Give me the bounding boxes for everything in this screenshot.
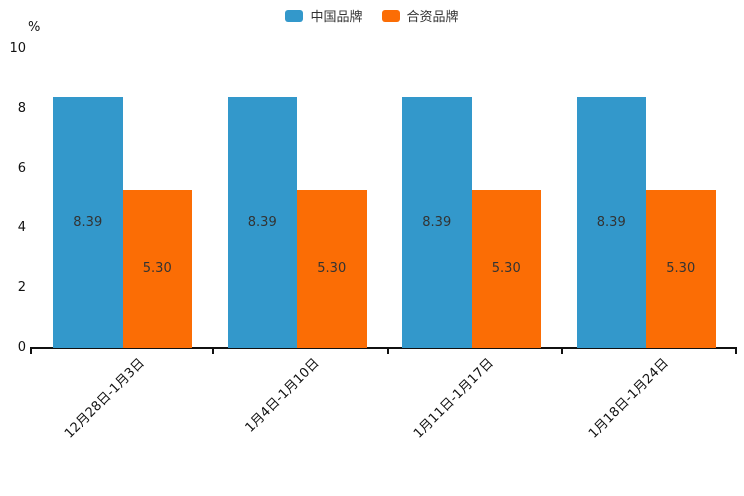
x-axis-tick-mark: [212, 349, 214, 354]
x-axis-tick-mark: [561, 349, 563, 354]
y-axis-tick-label: 8: [17, 100, 26, 116]
x-axis-label-text: 12月28日-1月3日: [62, 355, 148, 442]
legend: 中国品牌 合资品牌: [0, 6, 744, 25]
bar-series-2-group-3[interactable]: 5.30: [471, 189, 541, 348]
bar-value-label: 5.30: [666, 261, 696, 277]
bar-series-1-group-4[interactable]: 8.39: [576, 97, 646, 348]
bar-value-label: 5.30: [142, 261, 172, 277]
bar-series-1-group-2[interactable]: 8.39: [227, 97, 297, 348]
y-axis-unit-label: %: [28, 20, 41, 35]
x-axis-label-text: 1月18日-1月24日: [585, 355, 672, 442]
legend-item-series-1[interactable]: 中国品牌: [285, 6, 363, 25]
x-axis-tick-mark: [735, 349, 737, 354]
y-axis-tick-label: 10: [9, 41, 26, 56]
x-axis-tick-mark: [387, 349, 389, 354]
bar-series-2-group-1[interactable]: 5.30: [122, 189, 192, 348]
x-axis-line: [30, 347, 737, 349]
legend-item-series-2[interactable]: 合资品牌: [381, 6, 459, 25]
bar-value-label: 5.30: [491, 261, 521, 277]
bar-value-label: 8.39: [73, 215, 103, 231]
bar-value-label: 8.39: [596, 215, 626, 231]
legend-label: 合资品牌: [406, 10, 459, 25]
y-axis-tick-label: 6: [17, 160, 26, 176]
x-axis-label-text: 1月11日-1月17日: [411, 355, 497, 442]
bar-series-2-group-2[interactable]: 5.30: [297, 189, 367, 348]
bar-series-1-group-3[interactable]: 8.39: [402, 97, 472, 348]
bar-series-1-group-1[interactable]: 8.39: [53, 97, 123, 348]
bar-value-label: 8.39: [422, 215, 452, 231]
x-axis-label-text: 1月4日-1月10日: [242, 355, 323, 436]
bar-value-label: 8.39: [247, 215, 277, 231]
bar-series-2-group-4[interactable]: 5.30: [646, 189, 716, 348]
bar-value-label: 5.30: [317, 261, 347, 277]
x-axis-tick-mark: [30, 349, 32, 354]
legend-swatch-icon: [285, 9, 304, 22]
legend-label: 中国品牌: [310, 10, 363, 25]
y-axis-tick-label: 2: [17, 280, 26, 296]
legend-swatch-icon: [381, 9, 400, 22]
y-axis-tick-label: 4: [17, 220, 26, 236]
y-axis-tick-label: 0: [17, 340, 26, 355]
